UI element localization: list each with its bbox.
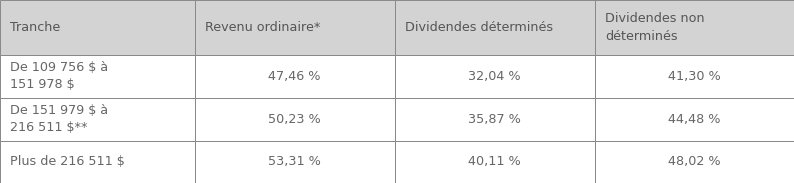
Bar <box>595 141 794 183</box>
Bar <box>395 141 595 183</box>
Text: 48,02 %: 48,02 % <box>668 155 721 169</box>
Bar <box>595 0 794 55</box>
Text: 40,11 %: 40,11 % <box>468 155 521 169</box>
Text: 50,23 %: 50,23 % <box>268 113 321 126</box>
Bar <box>195 141 395 183</box>
Text: Tranche: Tranche <box>10 21 60 34</box>
Text: 53,31 %: 53,31 % <box>268 155 321 169</box>
Bar <box>0 98 195 141</box>
Text: 32,04 %: 32,04 % <box>468 70 521 83</box>
Bar <box>395 98 595 141</box>
Text: De 109 756 $ à
151 978 $: De 109 756 $ à 151 978 $ <box>10 61 109 91</box>
Bar <box>395 0 595 55</box>
Bar <box>195 55 395 98</box>
Text: Revenu ordinaire*: Revenu ordinaire* <box>205 21 320 34</box>
Text: De 151 979 $ à
216 511 $**: De 151 979 $ à 216 511 $** <box>10 104 109 134</box>
Bar <box>395 55 595 98</box>
Bar <box>595 98 794 141</box>
Text: 44,48 %: 44,48 % <box>668 113 721 126</box>
Text: 41,30 %: 41,30 % <box>668 70 721 83</box>
Text: Dividendes déterminés: Dividendes déterminés <box>405 21 553 34</box>
Text: Plus de 216 511 $: Plus de 216 511 $ <box>10 155 125 169</box>
Bar <box>0 55 195 98</box>
Text: 35,87 %: 35,87 % <box>468 113 521 126</box>
Text: Dividendes non
déterminés: Dividendes non déterminés <box>605 12 704 43</box>
Text: 47,46 %: 47,46 % <box>268 70 321 83</box>
Bar <box>0 141 195 183</box>
Bar <box>195 98 395 141</box>
Bar <box>595 55 794 98</box>
Bar <box>0 0 195 55</box>
Bar <box>195 0 395 55</box>
